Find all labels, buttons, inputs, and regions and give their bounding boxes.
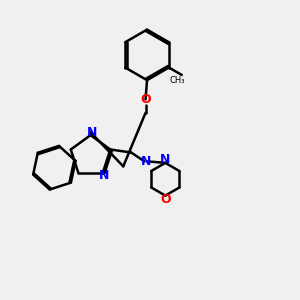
Text: N: N xyxy=(141,155,151,168)
Text: O: O xyxy=(160,193,171,206)
Text: O: O xyxy=(140,93,151,106)
Text: N: N xyxy=(99,169,110,182)
Text: N: N xyxy=(160,153,170,166)
Text: CH₃: CH₃ xyxy=(169,76,185,85)
Text: N: N xyxy=(87,126,97,139)
